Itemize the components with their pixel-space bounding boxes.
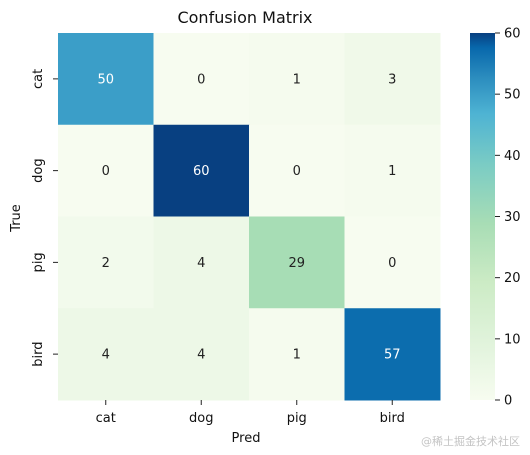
cell-value-pig-dog: 4: [197, 256, 205, 271]
cell-value-cat-bird: 3: [388, 72, 396, 87]
colorbar-tick-label-20: 20: [504, 271, 521, 286]
heatmap-cell-pig-cat: [58, 216, 154, 309]
cell-value-bird-pig: 1: [293, 348, 301, 363]
heatmap-cell-pig-dog: [153, 216, 250, 309]
cell-value-dog-dog: 60: [193, 164, 210, 179]
x-tick-label-cat: cat: [96, 411, 116, 426]
x-axis-label: Pred: [232, 431, 261, 446]
colorbar-tick-label-30: 30: [504, 210, 521, 225]
y-tick-label-cat: cat: [31, 69, 46, 89]
x-tick-label-pig: pig: [287, 411, 307, 426]
cell-value-cat-pig: 1: [293, 72, 301, 87]
heatmap-cell-cat-pig: [249, 33, 345, 126]
cell-value-cat-dog: 0: [197, 72, 205, 87]
cell-value-labels: 50 0 1 3 0 60 0 1 2 4 29 0 4 4 1 57: [97, 72, 400, 362]
cell-value-cat-cat: 50: [97, 72, 114, 87]
y-axis-ticks: cat dog pig bird: [31, 69, 58, 367]
cell-value-bird-dog: 4: [197, 348, 205, 363]
y-tick-label-pig: pig: [31, 252, 46, 272]
colorbar-ticks: 0 10 20 30 40 50 60: [495, 27, 521, 409]
y-axis-label: True: [9, 204, 24, 233]
colorbar-tick-label-0: 0: [504, 394, 512, 409]
heatmap-cell-dog-dog: [153, 124, 250, 217]
heatmap-cell-dog-cat: [58, 124, 154, 217]
heatmap-cell-pig-pig: [249, 216, 345, 309]
heatmap-cells: [58, 33, 441, 401]
colorbar: [470, 33, 495, 400]
y-tick-label-bird: bird: [31, 342, 46, 367]
colorbar-tick-label-60: 60: [504, 27, 521, 42]
heatmap-cell-cat-cat: [58, 33, 154, 126]
cell-value-dog-cat: 0: [102, 164, 110, 179]
cell-value-dog-pig: 0: [293, 164, 301, 179]
heatmap-cell-cat-dog: [153, 33, 250, 126]
cell-value-bird-bird: 57: [384, 348, 401, 363]
cell-value-pig-pig: 29: [288, 256, 305, 271]
heatmap-cell-bird-cat: [58, 308, 154, 401]
heatmap-cell-dog-bird: [344, 124, 441, 217]
heatmap-cell-pig-bird: [344, 216, 441, 309]
chart-title: Confusion Matrix: [177, 8, 312, 27]
cell-value-pig-cat: 2: [102, 256, 110, 271]
cell-value-bird-cat: 4: [102, 348, 110, 363]
x-tick-label-dog: dog: [189, 411, 213, 426]
colorbar-tick-label-50: 50: [504, 88, 521, 103]
heatmap-cell-dog-pig: [249, 124, 345, 217]
heatmap-cell-bird-pig: [249, 308, 345, 401]
y-tick-label-dog: dog: [31, 158, 46, 182]
heatmap-cell-cat-bird: [344, 33, 441, 126]
x-tick-label-bird: bird: [380, 411, 405, 426]
x-axis-ticks: cat dog pig bird: [96, 400, 405, 426]
watermark-text: @稀土掘金技术社区: [421, 435, 520, 448]
colorbar-tick-label-10: 10: [504, 332, 521, 347]
cell-value-dog-bird: 1: [388, 164, 396, 179]
colorbar-tick-label-40: 40: [504, 149, 521, 164]
heatmap-cell-bird-bird: [344, 308, 441, 401]
cell-value-pig-bird: 0: [388, 256, 396, 271]
heatmap-cell-bird-dog: [153, 308, 250, 401]
